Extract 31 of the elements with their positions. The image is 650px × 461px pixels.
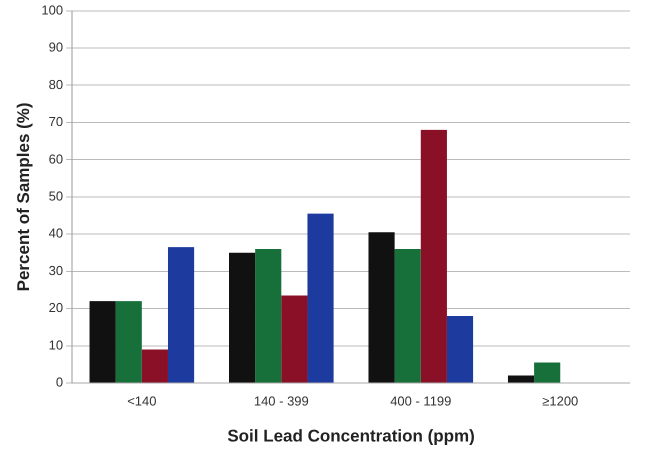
x-tick-label: 400 - 1199 bbox=[390, 393, 452, 408]
y-tick-label: 50 bbox=[48, 188, 64, 204]
bar bbox=[281, 296, 308, 382]
y-tick-label: 0 bbox=[56, 374, 64, 390]
bar bbox=[142, 350, 168, 382]
y-tick-label: 70 bbox=[48, 114, 64, 130]
y-tick-label: 40 bbox=[48, 226, 64, 241]
y-tick-label: 20 bbox=[48, 300, 64, 316]
x-axis-title: Soil Lead Concentration (ppm) bbox=[227, 426, 475, 446]
x-tick-label: <140 bbox=[127, 393, 156, 408]
bar bbox=[446, 316, 474, 382]
bar bbox=[255, 249, 282, 382]
y-tick-label: 80 bbox=[48, 76, 64, 92]
y-tick-label: 10 bbox=[48, 337, 64, 352]
bar bbox=[229, 252, 256, 382]
y-tick-label: 90 bbox=[48, 40, 64, 55]
bar bbox=[90, 301, 116, 382]
bar bbox=[116, 301, 142, 382]
bar bbox=[534, 362, 560, 382]
y-tick-label: 100 bbox=[41, 2, 64, 18]
bar bbox=[394, 249, 421, 382]
bar bbox=[307, 214, 334, 382]
bar bbox=[168, 247, 194, 382]
bar bbox=[368, 232, 395, 382]
y-tick-label: 60 bbox=[48, 151, 64, 166]
bar bbox=[508, 376, 534, 382]
x-tick-label: 140 - 399 bbox=[254, 393, 309, 408]
bar bbox=[420, 130, 447, 382]
y-axis-title: Percent of Samples (%) bbox=[14, 102, 33, 292]
x-tick-label: ≥1200 bbox=[542, 393, 578, 408]
y-tick-label: 30 bbox=[48, 262, 64, 278]
